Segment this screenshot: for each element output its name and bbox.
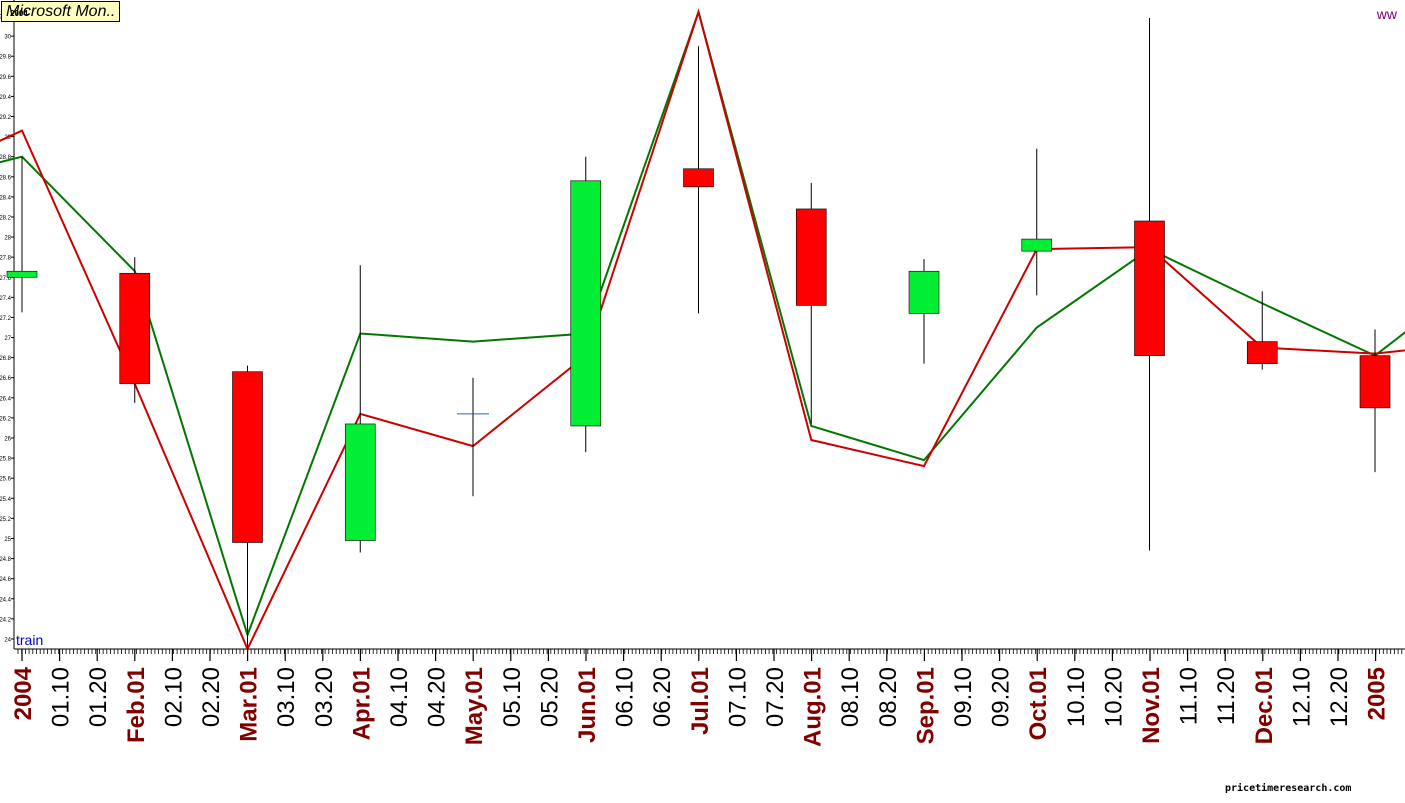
candle-up <box>570 180 602 427</box>
y-tick-label: 24.2 <box>0 617 12 623</box>
x-label-minor: 08.20 <box>875 667 902 727</box>
y-tick-label: 24.8 <box>0 557 12 563</box>
x-label-minor: 09.20 <box>988 667 1015 727</box>
x-label-major: Mar.01 <box>236 667 263 742</box>
x-label-minor: 12.20 <box>1326 667 1353 727</box>
x-axis-labels: 2004 01.10 01.20 Feb.01 02.10 02.20 Mar.01 03.1… <box>10 649 1405 747</box>
y-tick-label: 29.4 <box>0 95 12 101</box>
x-label-minor: 03.10 <box>273 667 300 727</box>
x-label-minor: 05.10 <box>499 667 526 727</box>
candle-down <box>1134 220 1165 356</box>
red-indicator-line <box>0 8 1405 652</box>
x-label-major: 2004 <box>10 666 37 720</box>
y-tick-label: 29.8 <box>0 55 12 61</box>
x-label-minor: 07.10 <box>724 667 751 727</box>
candle-down <box>1246 341 1278 364</box>
y-tick-label: 30 <box>4 35 11 41</box>
candle-down <box>232 371 263 543</box>
x-label-major: 2005 <box>1364 667 1391 720</box>
watermark-text: pricetimeresearch.com <box>1225 783 1352 794</box>
y-tick-label: 26.4 <box>0 396 12 402</box>
y-tick-label: 24.6 <box>0 577 12 583</box>
x-label-minor: 06.20 <box>649 667 676 727</box>
x-label-minor: 06.10 <box>612 667 639 727</box>
x-label-minor: 11.10 <box>1176 667 1203 725</box>
x-label-major: Apr.01 <box>348 667 375 740</box>
candle-down <box>683 168 714 188</box>
candle-down <box>119 272 151 385</box>
x-label-major: Jul.01 <box>687 667 714 735</box>
y-tick-label: 26.2 <box>0 416 12 422</box>
candle-up <box>344 423 376 541</box>
x-label-major: Oct.01 <box>1025 667 1052 740</box>
x-label-minor: 08.10 <box>837 667 864 727</box>
x-label-minor: 10.20 <box>1100 667 1127 727</box>
y-tick-label: 25.4 <box>0 497 12 503</box>
axes-layer: 30.23029.829.629.429.22928.828.628.428.2… <box>0 0 1405 654</box>
x-label-major: Dec.01 <box>1251 667 1278 744</box>
x-label-minor: 01.10 <box>48 667 75 727</box>
y-tick-label: 28.2 <box>0 215 12 221</box>
y-tick-label: 28.4 <box>0 195 12 201</box>
y-tick-label: 27.8 <box>0 256 12 262</box>
x-label-minor: 03.20 <box>311 667 338 727</box>
y-tick-label: 26.8 <box>0 356 12 362</box>
x-label-minor: 11.20 <box>1213 667 1240 725</box>
x-label-minor: 09.10 <box>950 667 977 727</box>
chart-title: Microsoft Mon.. <box>1 1 121 22</box>
x-label-minor: 04.10 <box>386 667 413 727</box>
x-label-minor: 04.20 <box>424 667 451 727</box>
x-label-minor: 02.10 <box>160 667 187 727</box>
candles-layer <box>6 18 1391 649</box>
series-label: train <box>16 632 44 648</box>
y-tick-label: 26 <box>4 437 11 443</box>
x-label-minor: 02.20 <box>198 667 225 727</box>
y-tick-label: 25.6 <box>0 477 12 483</box>
green-indicator-line <box>0 8 1405 638</box>
candle-up <box>6 270 38 278</box>
y-tick-label: 28.8 <box>0 155 12 161</box>
x-label-minor: 12.10 <box>1288 667 1315 727</box>
x-label-minor: 07.20 <box>762 667 789 727</box>
x-label-major: Sep.01 <box>912 667 939 744</box>
y-tick-label: 27.2 <box>0 316 12 322</box>
y-tick-label: 28 <box>4 236 11 242</box>
x-label-minor: 05.20 <box>536 667 563 727</box>
x-label-minor: 01.20 <box>85 667 112 727</box>
y-tick-label: 29.6 <box>0 75 12 81</box>
y-tick-label: 26.6 <box>0 376 12 382</box>
y-tick-label: 25 <box>4 537 11 543</box>
candle-up <box>908 270 940 314</box>
candle-down <box>795 208 827 306</box>
x-label-major: Aug.01 <box>800 667 827 747</box>
x-label-major: Jun.01 <box>574 667 601 743</box>
y-tick-label: 27.4 <box>0 296 12 302</box>
year-label: 2004 <box>10 9 28 18</box>
candle-up <box>1021 238 1053 252</box>
indicator-lines <box>0 8 1405 652</box>
corner-label: ww <box>1376 6 1397 22</box>
y-tick-label: 25.8 <box>0 457 12 463</box>
y-tick-label: 25.2 <box>0 517 12 523</box>
y-tick-label: 27 <box>4 336 11 342</box>
y-tick-label: 29.2 <box>0 115 12 121</box>
x-label-minor: 01.10 <box>1401 667 1405 727</box>
x-label-major: Nov.01 <box>1138 667 1165 744</box>
candle-down <box>1359 355 1391 409</box>
y-tick-label: 28.6 <box>0 175 12 181</box>
x-label-major: May.01 <box>461 667 488 745</box>
y-tick-label: 24 <box>4 637 11 643</box>
x-label-minor: 10.10 <box>1063 667 1090 727</box>
x-label-major: Feb.01 <box>123 667 150 743</box>
y-tick-label: 27.6 <box>0 276 12 282</box>
y-tick-label: 24.4 <box>0 597 12 603</box>
